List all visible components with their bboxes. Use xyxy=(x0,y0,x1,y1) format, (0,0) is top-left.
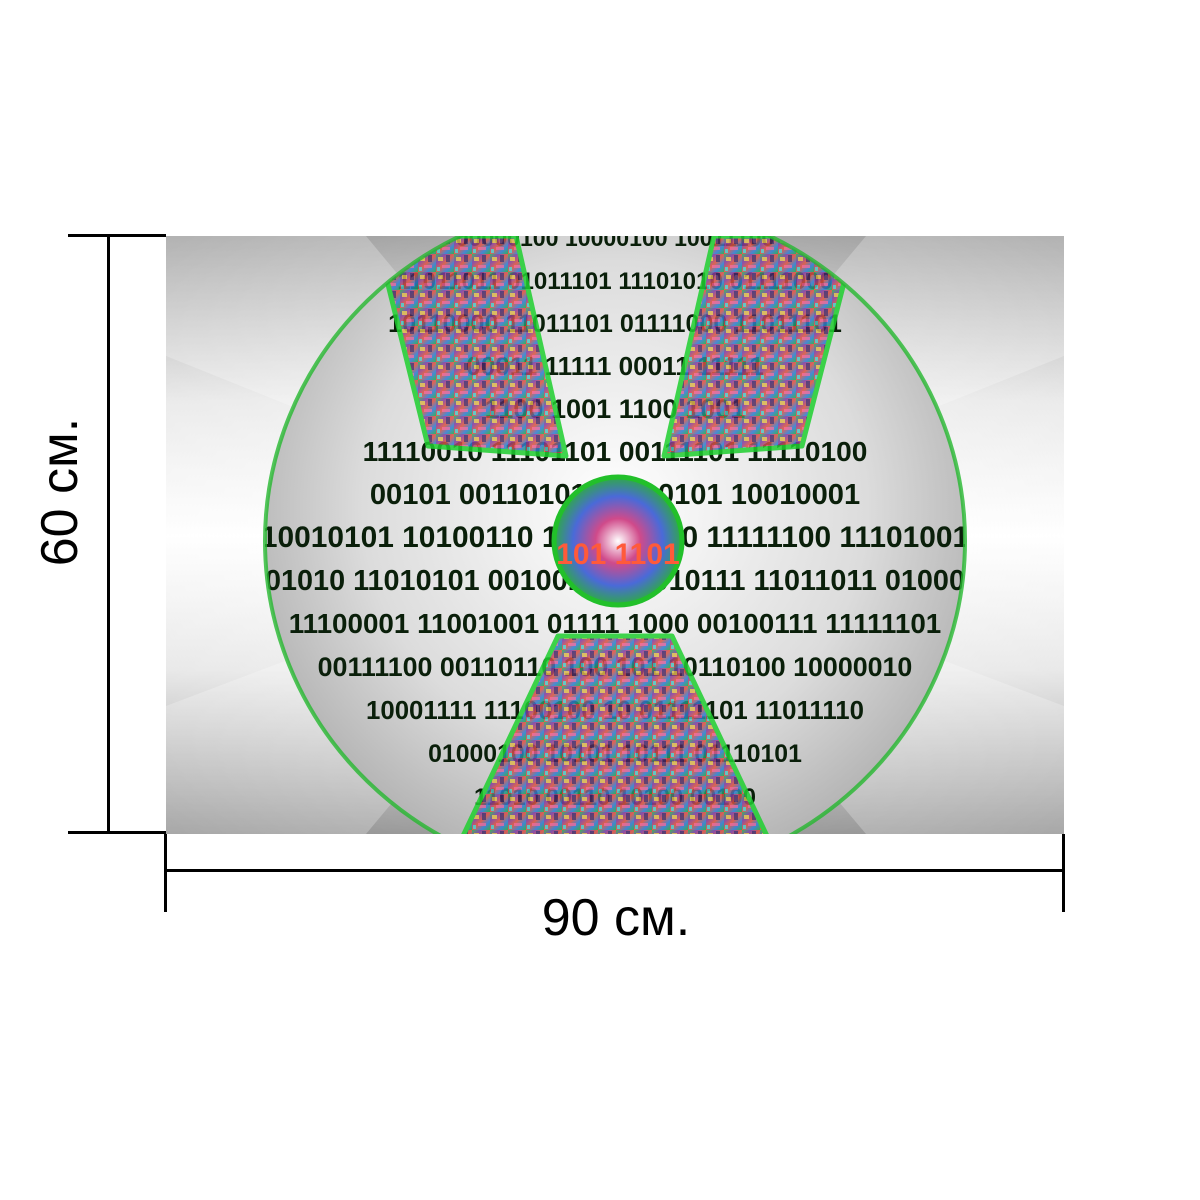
binary-row: 00000100 10000100 10011100 xyxy=(456,236,775,251)
width-dimension-line xyxy=(164,869,1065,872)
height-bottom-tick xyxy=(68,831,166,834)
width-label: 90 см. xyxy=(541,889,691,947)
height-label: 60 см. xyxy=(31,417,89,567)
width-right-tick xyxy=(1062,834,1065,912)
poster-artwork: 00000100 10000100 10011100 11011011 01011… xyxy=(166,236,1064,834)
radiation-core xyxy=(551,474,685,608)
height-dimension-line xyxy=(107,234,110,834)
height-top-tick xyxy=(68,234,166,237)
center-digits: 101 1101 xyxy=(556,538,679,571)
width-left-tick xyxy=(164,834,167,912)
